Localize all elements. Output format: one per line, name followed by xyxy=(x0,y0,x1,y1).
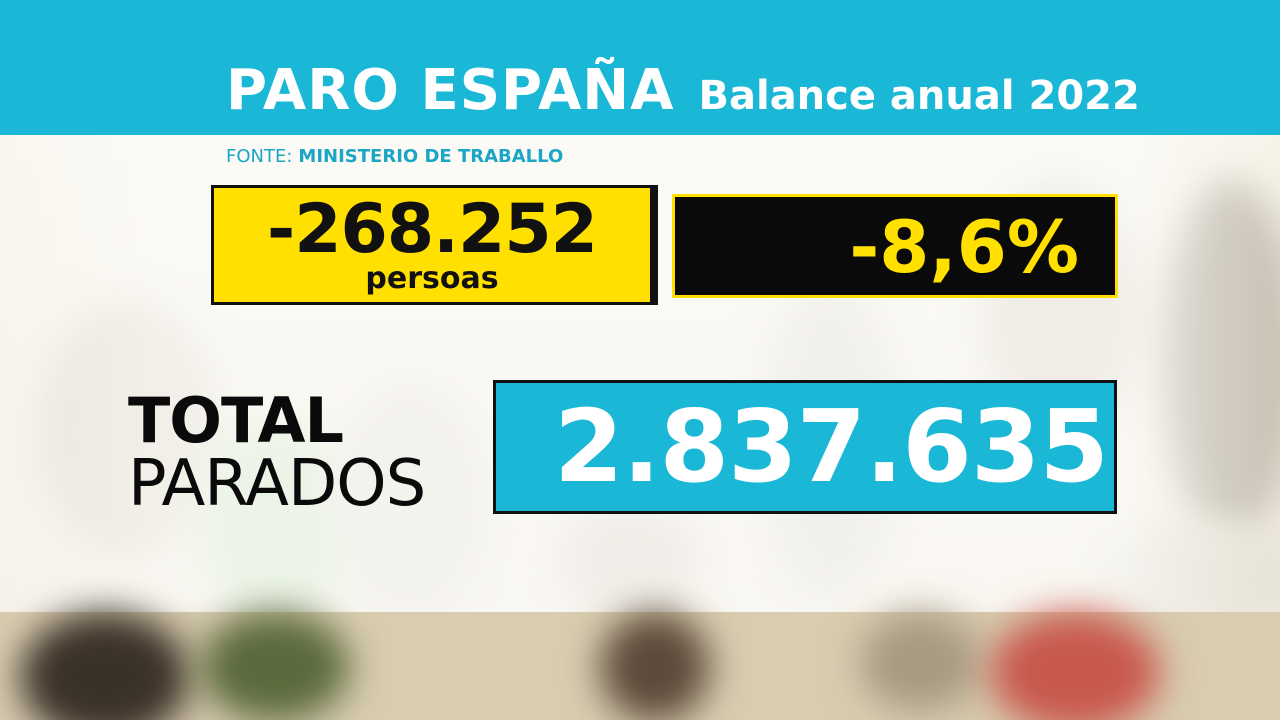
total-label-line2: PARADOS xyxy=(128,447,426,521)
page-subtitle: Balance anual 2022 xyxy=(698,73,1140,119)
annual-change-box: -268.252 persoas xyxy=(211,185,653,305)
total-label-line1: TOTAL xyxy=(128,384,344,457)
annual-change-value: -268.252 xyxy=(267,190,598,269)
annual-change-unit: persoas xyxy=(365,261,499,296)
percent-change-value: -8,6% xyxy=(849,205,1079,289)
title-block: PARO ESPAÑA Balance anual 2022 xyxy=(226,58,1140,128)
percent-change-box: -8,6% xyxy=(672,194,1118,298)
total-value: 2.837.635 xyxy=(553,388,1109,505)
total-value-box: 2.837.635 xyxy=(493,380,1117,514)
source-line: FONTE: MINISTERIO DE TRABALLO xyxy=(226,146,563,167)
source-label: FONTE: xyxy=(226,146,293,167)
source-name: MINISTERIO DE TRABALLO xyxy=(298,146,564,167)
header-bar xyxy=(0,0,1280,135)
page-title: PARO ESPAÑA xyxy=(226,58,675,123)
